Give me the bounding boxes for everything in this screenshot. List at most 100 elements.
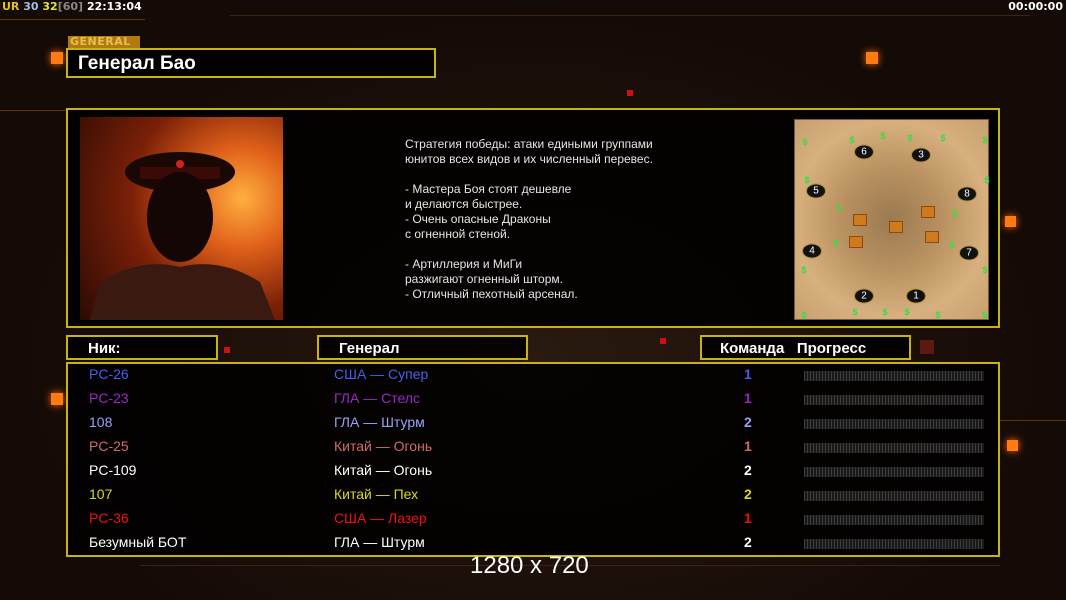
cash-icon: $ [849,135,855,145]
start-position-marker[interactable]: 2 [854,288,874,304]
player-row[interactable]: PC-25 Китай — Огонь 1 [68,438,998,462]
cash-icon: $ [880,131,886,141]
general-portrait [80,117,283,320]
player-general[interactable]: Китай — Пех [334,486,419,502]
start-position-marker[interactable]: 4 [802,243,822,259]
general-description: Стратегия победы: атаки едиными группами… [405,137,653,301]
general-portrait-icon [90,152,275,320]
map-preview[interactable]: 1 2 3 4 5 6 7 8 $ $ $ $ $ $ $ $ $ $ $ $ $ $ $ $ $ $ $ $ [794,119,990,320]
column-header-team-progress: Команда Прогресс [700,335,911,360]
oil-derrick-icon [889,221,903,233]
oil-derrick-icon [853,214,867,226]
decor-line [0,110,66,111]
decor-square [1005,216,1016,227]
start-position-marker[interactable]: 1 [906,288,926,304]
header-progress-label: Прогресс [796,340,867,357]
player-row[interactable]: PC-26 США — Супер 1 [68,366,998,390]
player-team[interactable]: 2 [744,462,752,478]
oil-derrick-icon [925,231,939,243]
player-nick: PC-26 [89,366,129,382]
clock: 22:13:04 [86,0,142,13]
start-position-marker[interactable]: 3 [911,147,931,163]
player-nick: PC-36 [89,510,129,526]
player-team[interactable]: 1 [744,390,752,406]
general-name: Генерал Бао [78,53,196,74]
player-general[interactable]: США — Лазер [334,510,427,526]
player-nick: PC-109 [89,462,137,478]
player-general[interactable]: Китай — Огонь [334,438,433,454]
cash-icon: $ [982,135,988,145]
fps-cap: [60] [57,0,84,13]
player-team[interactable]: 1 [744,438,752,454]
start-position-marker[interactable]: 5 [806,183,826,199]
decor-square [51,52,63,64]
cash-icon: $ [836,203,842,213]
loading-progress-bar [804,539,984,549]
player-team[interactable]: 1 [744,510,752,526]
player-nick: 107 [89,486,113,502]
cash-icon: $ [801,265,807,275]
cash-icon: $ [904,307,910,317]
player-team[interactable]: 1 [744,366,752,382]
player-team[interactable]: 2 [744,414,752,430]
player-general[interactable]: ГЛА — Штурм [334,414,425,430]
cash-icon: $ [982,310,988,320]
cash-icon: $ [852,307,858,317]
resolution-label: 1280 x 720 [470,552,589,579]
cash-icon: $ [940,133,946,143]
column-header-general: Генерал [317,335,528,360]
column-header-nick: Ник: [66,335,218,360]
decor-square [1007,440,1018,451]
decor-square [866,52,878,64]
cash-icon: $ [804,175,810,185]
player-row[interactable]: 108 ГЛА — Штурм 2 [68,414,998,438]
loading-progress-bar [804,491,984,501]
header-team-label: Команда [720,340,785,357]
cash-icon: $ [802,137,808,147]
loading-progress-bar [804,371,984,381]
game-timer: 00:00:00 [1008,0,1063,13]
cash-icon: $ [949,240,955,250]
player-nick: 108 [89,414,113,430]
loading-progress-bar [804,419,984,429]
player-list: PC-26 США — Супер 1 PC-23 ГЛА — Стелс 1 … [66,362,1000,557]
header-nick-label: Ник: [88,340,121,357]
loading-progress-bar [804,467,984,477]
decor-line [1000,420,1066,421]
cash-icon: $ [882,307,888,317]
start-position-marker[interactable]: 7 [959,245,979,261]
player-general[interactable]: ГЛА — Штурм [334,534,425,550]
cash-icon: $ [801,310,807,320]
player-row[interactable]: Безумный БОТ ГЛА — Штурм 2 [68,534,998,558]
cash-icon: $ [984,175,990,185]
cash-icon: $ [982,265,988,275]
decor-square [920,340,934,354]
player-general[interactable]: США — Супер [334,366,429,382]
player-general[interactable]: Китай — Огонь [334,462,433,478]
decor-square [224,347,230,353]
player-row[interactable]: PC-109 Китай — Огонь 2 [68,462,998,486]
player-nick: Безумный БОТ [89,534,187,550]
loading-progress-bar [804,395,984,405]
player-team[interactable]: 2 [744,534,752,550]
fps-a: 30 [23,0,39,13]
oil-derrick-icon [849,236,863,248]
decor-line [0,19,145,20]
decor-line [140,565,1000,566]
player-team[interactable]: 2 [744,486,752,502]
player-general[interactable]: ГЛА — Стелс [334,390,420,406]
decor-square [51,393,63,405]
loading-progress-bar [804,443,984,453]
decor-square [660,338,666,344]
cash-icon: $ [935,310,941,320]
general-tag: GENERAL [68,36,140,48]
cash-icon: $ [833,238,839,248]
player-row[interactable]: PC-36 США — Лазер 1 [68,510,998,534]
start-position-marker[interactable]: 8 [957,186,977,202]
player-row[interactable]: 107 Китай — Пех 2 [68,486,998,510]
player-row[interactable]: PC-23 ГЛА — Стелс 1 [68,390,998,414]
player-nick: PC-25 [89,438,129,454]
player-nick: PC-23 [89,390,129,406]
general-name-box: Генерал Бао [66,48,436,78]
start-position-marker[interactable]: 6 [854,144,874,160]
